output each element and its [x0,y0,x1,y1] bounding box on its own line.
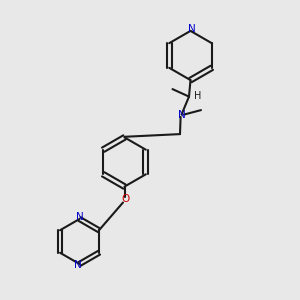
Text: N: N [188,24,196,34]
Text: N: N [74,260,82,271]
Text: N: N [178,110,185,120]
Text: O: O [122,194,130,205]
Text: H: H [194,91,202,101]
Text: N: N [76,212,83,222]
